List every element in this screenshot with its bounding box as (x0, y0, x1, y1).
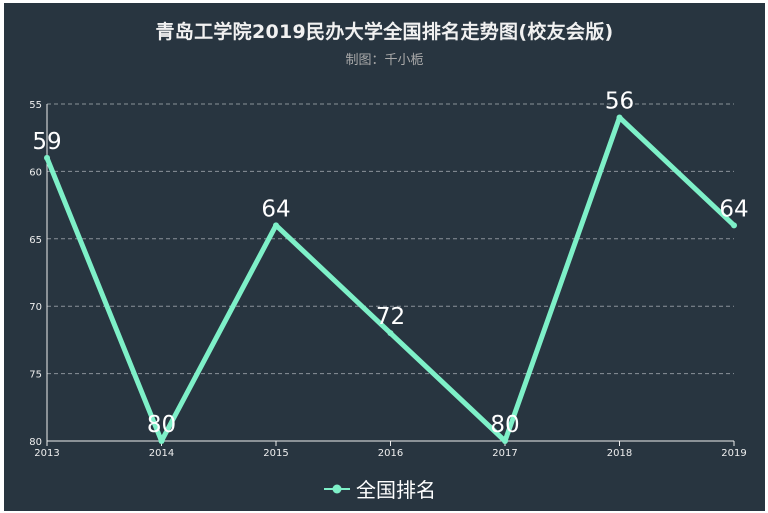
x-tick-label: 2019 (721, 448, 746, 459)
y-tick-label: 60 (29, 167, 42, 178)
data-point (158, 438, 165, 444)
x-tick-label: 2018 (607, 448, 632, 459)
y-tick-label: 65 (29, 235, 42, 246)
y-tick-label: 70 (29, 302, 42, 313)
data-label: 80 (147, 412, 176, 438)
data-label: 59 (32, 129, 61, 155)
chart-subtitle: 制图：千小栀 (345, 53, 424, 68)
data-point (387, 330, 394, 337)
data-point (502, 438, 508, 444)
data-label: 56 (605, 88, 634, 114)
data-label: 64 (719, 196, 748, 222)
legend-label: 全国排名 (356, 478, 436, 502)
data-label: 72 (376, 304, 405, 330)
legend-line-icon (324, 484, 350, 493)
data-point (273, 222, 279, 229)
chart-title: 青岛工学院2019民办大学全国排名走势图(校友会版) (155, 21, 614, 43)
chart-legend[interactable]: 全国排名 (324, 474, 436, 503)
y-tick-label: 75 (29, 370, 42, 381)
series-line-全国排名 (44, 114, 737, 444)
x-tick-label: 2014 (149, 448, 174, 459)
chart-container: 青岛工学院2019民办大学全国排名走势图(校友会版) 制图：千小栀 55 60 65… (4, 3, 765, 511)
data-label: 80 (490, 412, 519, 438)
x-tick-label: 2016 (378, 448, 403, 459)
x-tick-label: 2017 (492, 448, 517, 459)
x-tick-label: 2015 (263, 448, 288, 459)
data-point (616, 114, 623, 121)
y-tick-label: 80 (29, 437, 42, 448)
y-tick-label: 55 (29, 100, 42, 111)
x-tick-label: 2013 (34, 448, 59, 459)
data-point (731, 222, 737, 229)
data-label: 64 (261, 196, 290, 222)
data-point (44, 154, 50, 161)
